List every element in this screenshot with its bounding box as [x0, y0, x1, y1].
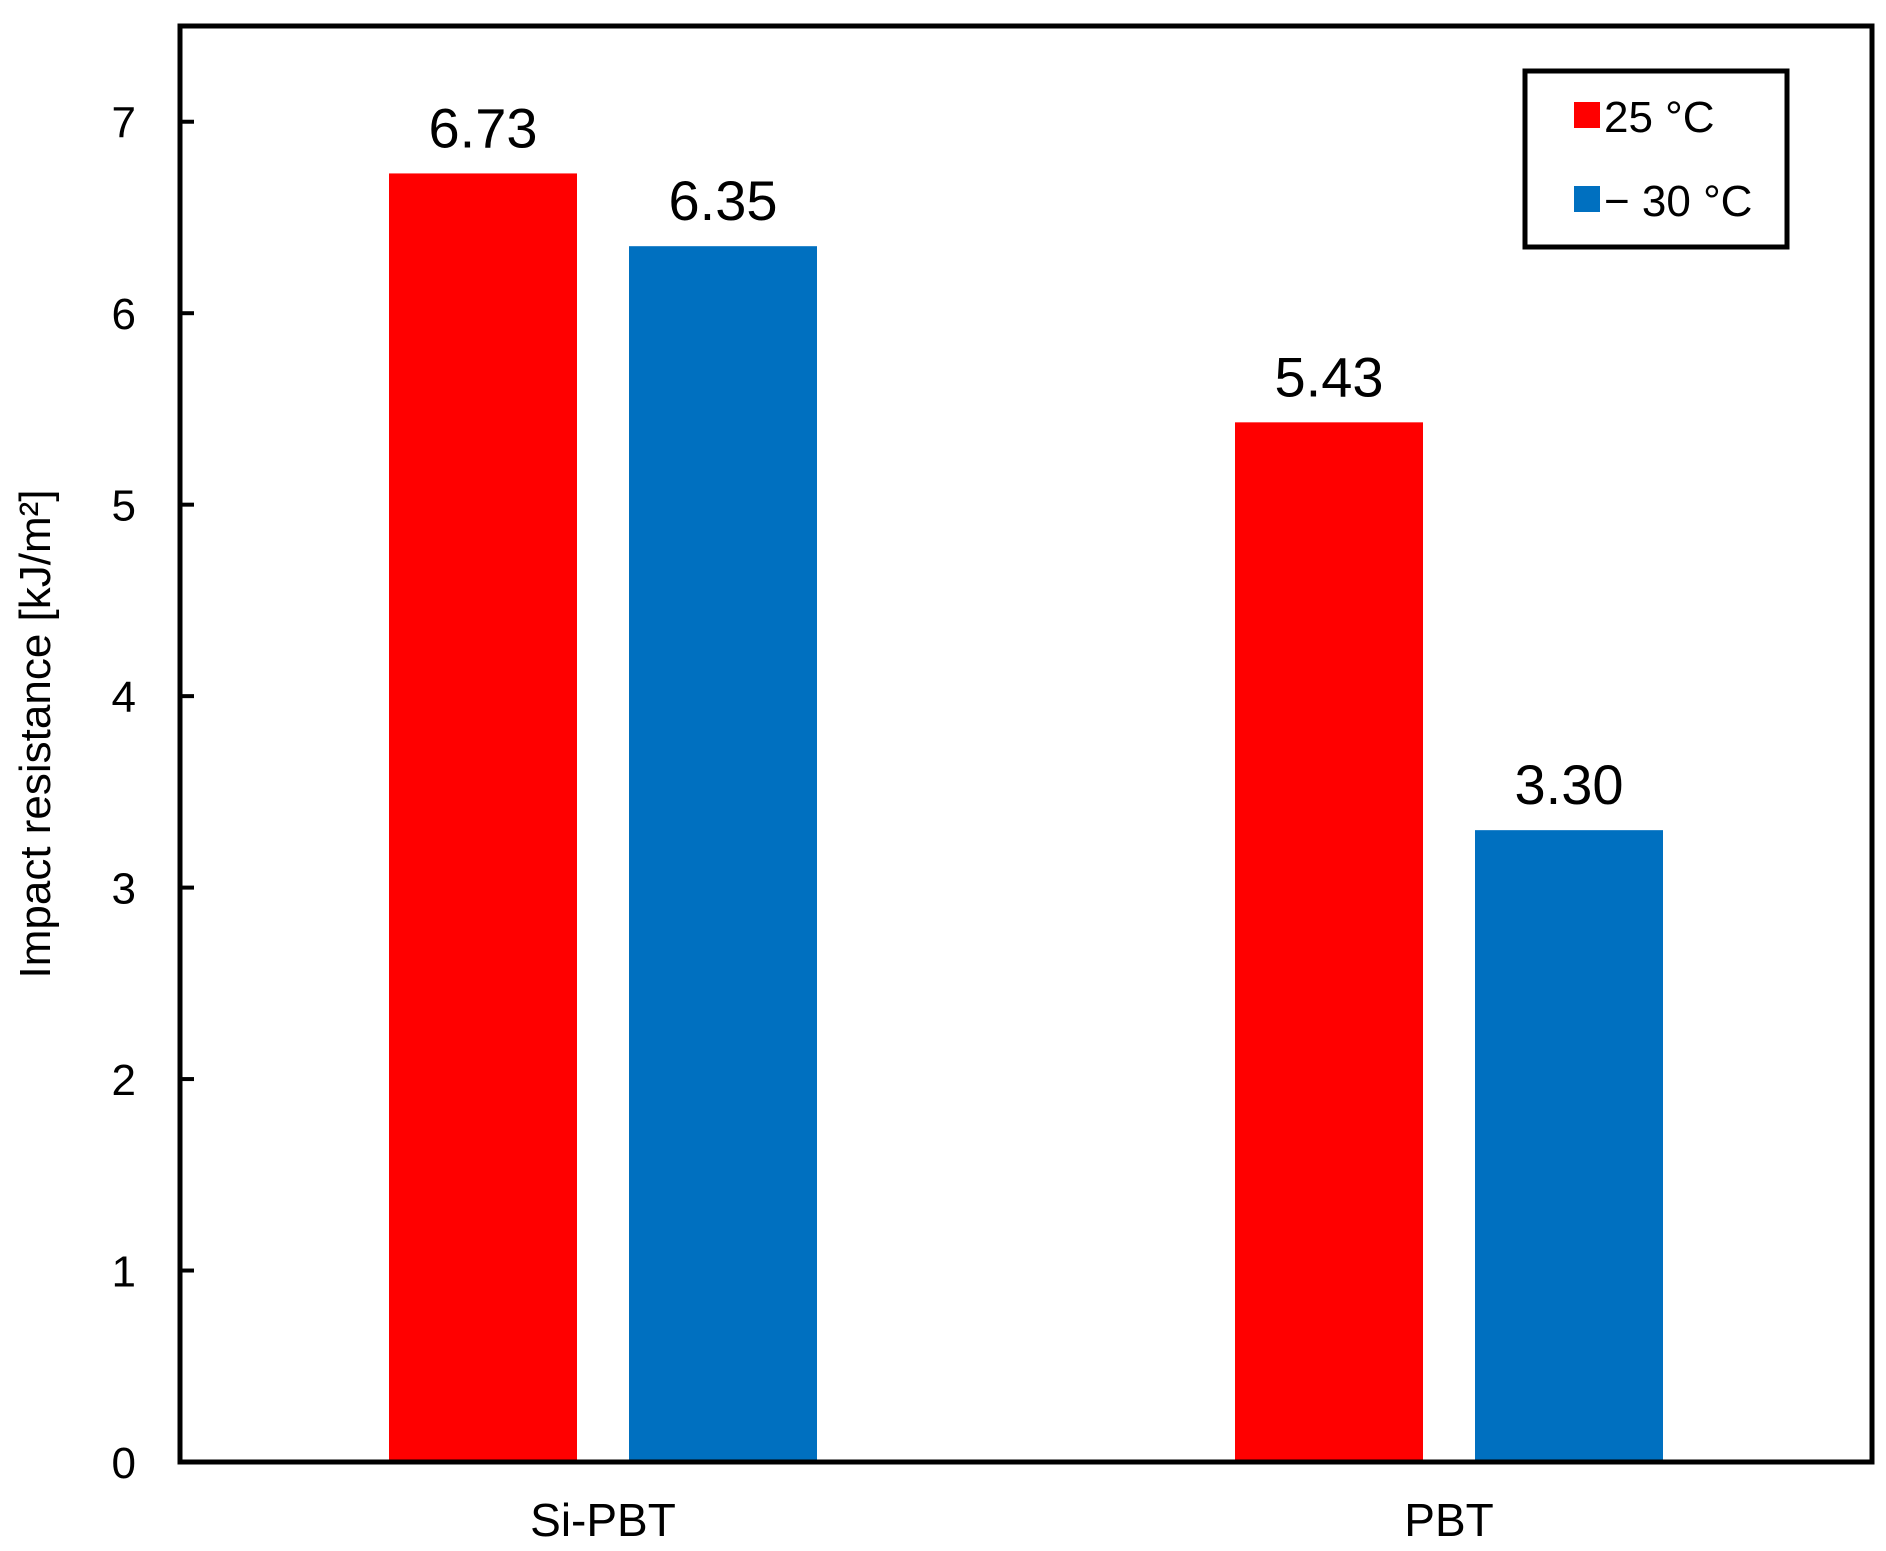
y-tick-label: 0 — [112, 1439, 136, 1488]
data-label-pbt-series-1: 3.30 — [1515, 753, 1624, 816]
data-label-pbt-series-0: 5.43 — [1275, 345, 1384, 408]
y-tick-label: 7 — [112, 99, 136, 148]
y-tick-label: 1 — [112, 1248, 136, 1297]
y-tick-label: 6 — [112, 290, 136, 339]
chart-marks: 6.73 6.35 5.43 3.30 — [389, 96, 1663, 1463]
plot-area-frame — [177, 23, 1875, 1465]
data-label-si-pbt-series-0: 6.73 — [429, 96, 538, 159]
bar-si-pbt-series-0 — [389, 173, 577, 1463]
x-axis: Si-PBT PBT — [530, 1494, 1494, 1546]
legend-label-25c: 25 °C — [1604, 93, 1715, 142]
x-tick-label: PBT — [1404, 1494, 1493, 1546]
legend-swatch-minus30c — [1574, 186, 1600, 212]
bar-pbt-series-0 — [1235, 422, 1423, 1463]
legend-box — [1522, 68, 1790, 250]
y-axis-title: Impact resistance [kJ/m²] — [11, 489, 60, 978]
bar-si-pbt-series-1 — [629, 246, 817, 1463]
data-label-si-pbt-series-1: 6.35 — [669, 169, 778, 232]
legend-swatch-25c — [1574, 102, 1600, 128]
y-axis: 0 1 2 3 4 5 6 7 — [112, 99, 194, 1488]
y-tick-label: 5 — [112, 482, 136, 531]
bar-pbt-series-1 — [1475, 830, 1663, 1462]
y-tick-label: 2 — [112, 1056, 136, 1105]
legend-label-minus30c: − 30 °C — [1604, 177, 1752, 226]
x-tick-label: Si-PBT — [530, 1494, 676, 1546]
legend: 25 °C − 30 °C — [1522, 68, 1790, 250]
y-tick-label: 4 — [112, 673, 136, 722]
y-tick-label: 3 — [112, 865, 136, 914]
